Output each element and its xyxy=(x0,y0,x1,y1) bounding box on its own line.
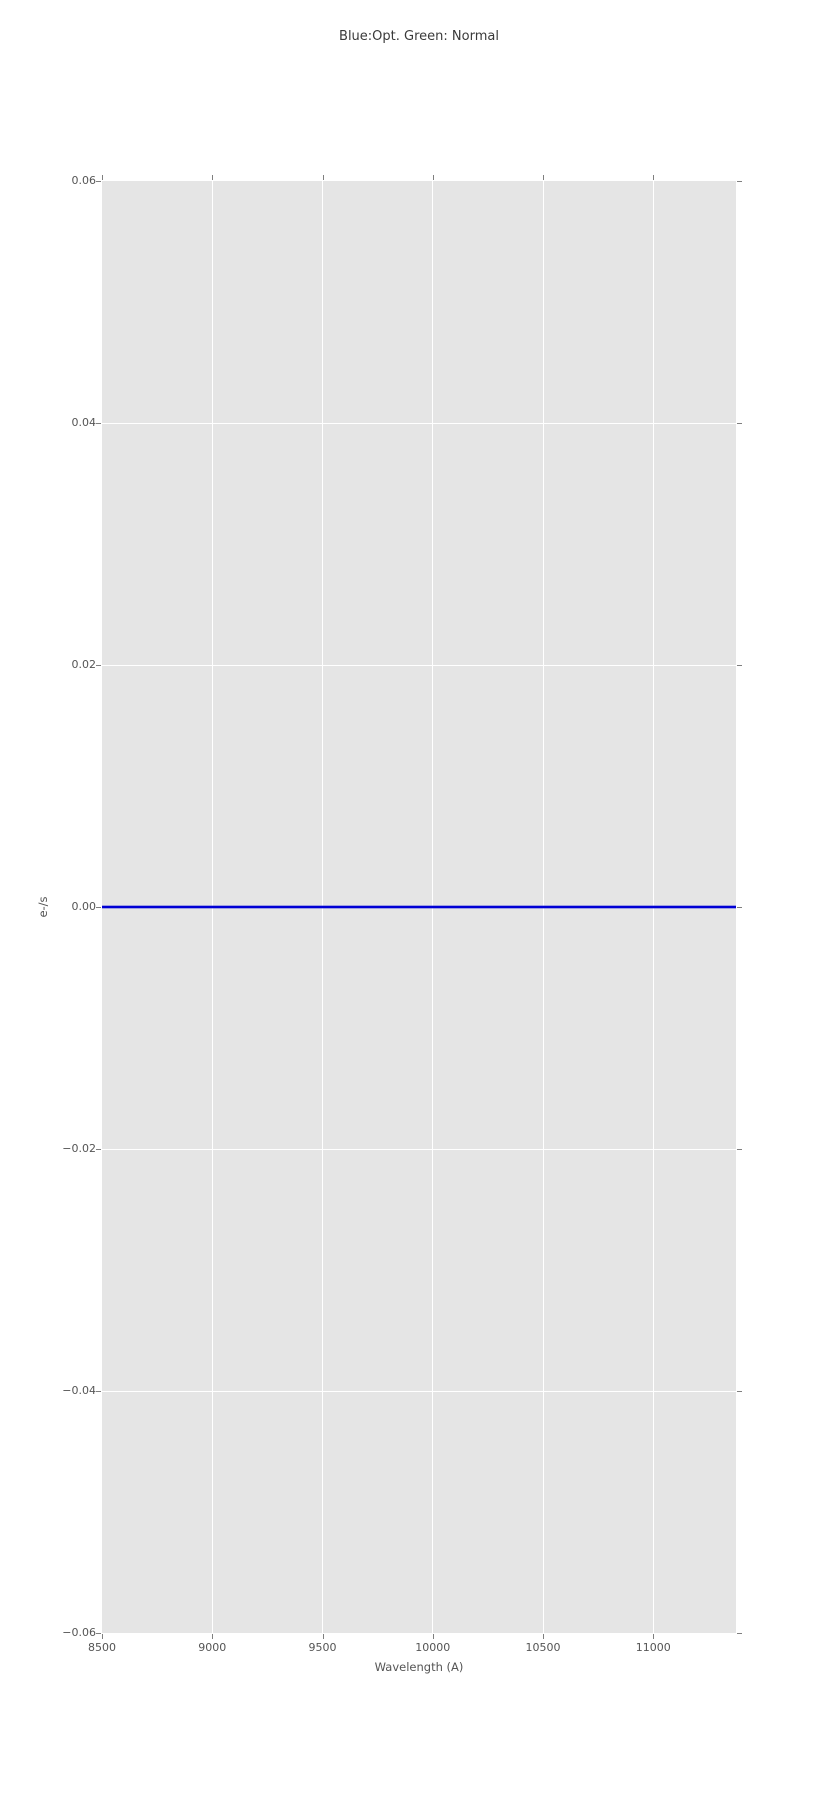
x-tick-mark-bottom xyxy=(432,1634,434,1639)
y-tick-label: 0.00 xyxy=(71,900,97,913)
y-tick-mark-left xyxy=(96,665,101,666)
series-line-blue xyxy=(102,906,736,908)
y-tick-label: 0.04 xyxy=(71,416,97,429)
x-tick-mark-top xyxy=(102,175,103,180)
x-tick-mark-top xyxy=(212,175,214,180)
y-axis-label: e-/s xyxy=(36,896,50,918)
y-tick-mark-left xyxy=(96,181,101,182)
x-tick-mark-top xyxy=(432,175,434,180)
y-tick-mark-left xyxy=(96,1391,101,1392)
y-tick-mark-right xyxy=(737,1391,742,1392)
y-tick-mark-right xyxy=(737,181,742,182)
x-tick-mark-top xyxy=(653,175,655,180)
gridline-y xyxy=(102,664,736,666)
x-tick-mark-top xyxy=(543,175,545,180)
x-tick-label: 8500 xyxy=(88,1641,116,1654)
gridline-y xyxy=(102,1390,736,1392)
y-tick-label: 0.02 xyxy=(71,658,97,671)
y-tick-mark-left xyxy=(96,1149,101,1150)
y-tick-mark-left xyxy=(96,423,101,424)
gridline-y xyxy=(102,1148,736,1150)
x-axis-label: Wavelength (A) xyxy=(374,1660,464,1674)
x-tick-mark-bottom xyxy=(102,1634,103,1639)
y-tick-mark-right xyxy=(737,1149,742,1150)
y-tick-label: 0.06 xyxy=(71,174,97,187)
x-tick-mark-bottom xyxy=(653,1634,655,1639)
x-tick-label: 9000 xyxy=(198,1641,227,1654)
y-tick-mark-left xyxy=(96,907,101,908)
x-tick-mark-top xyxy=(322,175,324,180)
y-tick-mark-left xyxy=(96,1633,101,1634)
x-tick-mark-bottom xyxy=(212,1634,214,1639)
x-tick-label: 11000 xyxy=(635,1641,671,1654)
gridline-y xyxy=(102,422,736,424)
x-tick-mark-bottom xyxy=(322,1634,324,1639)
x-tick-mark-bottom xyxy=(543,1634,545,1639)
chart-title: Blue:Opt. Green: Normal xyxy=(339,29,499,44)
y-tick-mark-right xyxy=(737,907,742,908)
y-tick-mark-right xyxy=(737,1633,742,1634)
y-tick-label: −0.06 xyxy=(62,1626,96,1639)
plot-area xyxy=(102,181,736,1633)
y-tick-mark-right xyxy=(737,665,742,666)
x-tick-label: 9500 xyxy=(308,1641,337,1654)
x-tick-label: 10500 xyxy=(525,1641,561,1654)
y-tick-label: −0.04 xyxy=(62,1384,96,1397)
y-tick-mark-right xyxy=(737,423,742,424)
y-tick-label: −0.02 xyxy=(62,1142,96,1155)
x-tick-label: 10000 xyxy=(415,1641,451,1654)
